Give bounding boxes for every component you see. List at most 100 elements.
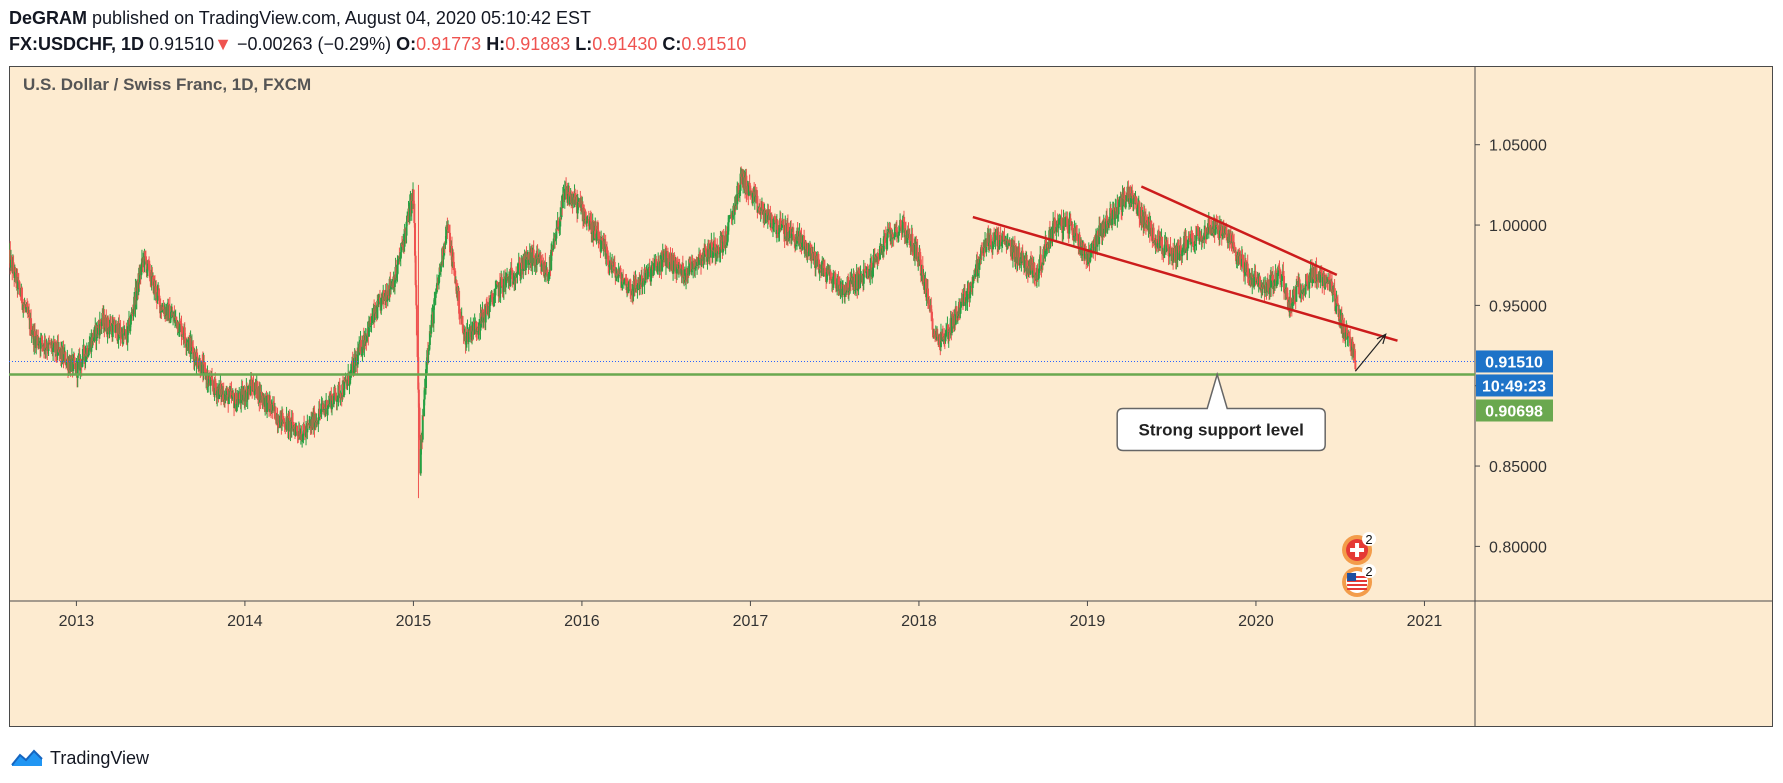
drawings[interactable]: Strong support level xyxy=(9,185,1475,452)
candle-body xyxy=(719,235,722,253)
candle-body xyxy=(47,340,50,351)
candle-body xyxy=(63,354,66,361)
candle-body xyxy=(1277,266,1280,277)
candle-body xyxy=(616,276,619,278)
candle-body xyxy=(1257,283,1260,286)
candle-body xyxy=(510,267,513,271)
upper-trendline[interactable] xyxy=(1140,185,1338,276)
candle-body xyxy=(853,273,856,277)
candle-body xyxy=(845,284,848,293)
candle-body xyxy=(485,306,488,311)
candle-body xyxy=(896,232,899,238)
candle-body xyxy=(954,306,957,325)
candle-body xyxy=(1079,248,1082,253)
candle-body xyxy=(326,408,329,415)
candle-body xyxy=(489,298,492,306)
candle-body xyxy=(1096,230,1099,247)
candle-body xyxy=(943,337,946,340)
candle-body xyxy=(1303,288,1306,293)
time-axis[interactable]: 2013 2014 2015 2016 2017 2018 2019 2020 2021 xyxy=(59,601,1443,630)
candle-body xyxy=(227,396,230,405)
candle-body xyxy=(1319,270,1322,283)
candle-body xyxy=(919,259,922,276)
candle-body xyxy=(563,188,566,200)
tradingview-logo-icon[interactable] xyxy=(10,748,44,768)
candle-body xyxy=(1076,233,1079,238)
candle-body xyxy=(1242,264,1245,273)
candle-body xyxy=(584,213,587,219)
candle-body xyxy=(306,423,309,433)
candle-body xyxy=(1291,297,1294,311)
candle-body xyxy=(778,225,781,233)
swiss-flag-icon[interactable]: 2 xyxy=(1342,532,1377,565)
candle-body xyxy=(1270,274,1273,288)
candle-body xyxy=(1208,218,1211,228)
price-axis[interactable]: 0.800000.850000.900000.950001.000001.050… xyxy=(1475,138,1547,557)
support-callout[interactable]: Strong support level xyxy=(1116,371,1326,452)
candle-body xyxy=(1078,234,1081,253)
price-chart[interactable]: U.S. Dollar / Swiss Franc, 1D, FXCM Stro… xyxy=(9,66,1773,727)
candle-body xyxy=(127,326,130,328)
candle-body xyxy=(454,270,457,284)
open-label: O: xyxy=(396,34,417,54)
candle-body xyxy=(256,381,259,399)
event-markers[interactable]: 22 xyxy=(1342,532,1377,597)
candle-body xyxy=(299,437,302,439)
us-stripe xyxy=(1347,584,1368,586)
candle-body xyxy=(1045,248,1048,250)
candle-body xyxy=(1298,279,1301,298)
candle-body xyxy=(317,420,320,425)
candle-body xyxy=(396,264,399,275)
candle-body xyxy=(416,335,419,358)
forecast-arrow[interactable] xyxy=(1354,333,1387,372)
candle-body xyxy=(609,260,612,265)
author-name[interactable]: DeGRAM xyxy=(9,8,88,28)
candle-body xyxy=(17,279,20,290)
candle-body xyxy=(682,270,685,278)
candle-body xyxy=(856,288,859,290)
candle-body xyxy=(1055,226,1058,232)
candle-body xyxy=(772,224,775,228)
candle-body xyxy=(337,384,340,397)
candle-body xyxy=(1321,277,1324,287)
candle-body xyxy=(358,343,361,355)
candle-body xyxy=(140,266,143,276)
candle-body xyxy=(166,304,169,316)
candle-body xyxy=(158,295,161,299)
candle-body xyxy=(676,265,679,268)
open-value: 0.91773 xyxy=(416,34,482,54)
candle-body xyxy=(671,255,674,273)
candle-body xyxy=(891,234,894,238)
candle-body xyxy=(847,276,850,293)
us-flag-icon[interactable]: 2 xyxy=(1342,564,1377,597)
last-price-badge-bg xyxy=(1476,350,1553,373)
candle-body xyxy=(1186,247,1189,251)
candle-body xyxy=(723,241,726,243)
candle-body xyxy=(625,278,628,291)
candle-body xyxy=(1289,298,1292,312)
tradingview-brand[interactable]: TradingView xyxy=(50,747,150,768)
candle-body xyxy=(408,202,411,221)
candle-body xyxy=(858,270,861,274)
candle-body xyxy=(1260,287,1263,289)
candle-body xyxy=(46,350,49,352)
candle-body xyxy=(911,233,914,252)
candle-body xyxy=(1093,239,1096,253)
lower-trendline[interactable] xyxy=(972,215,1398,342)
candle-body xyxy=(17,279,20,282)
candle-body xyxy=(233,396,236,409)
candle-body xyxy=(1227,236,1230,243)
candle-body xyxy=(423,387,426,400)
candle-body xyxy=(1113,207,1116,220)
y-tick-label: 1.00000 xyxy=(1489,218,1547,235)
candle-body xyxy=(1159,235,1162,249)
candle-body xyxy=(1273,279,1276,286)
candle-body xyxy=(857,270,860,289)
candle-body xyxy=(1188,235,1191,239)
candle-body xyxy=(693,263,696,269)
candle-body xyxy=(1128,198,1131,202)
candle-body xyxy=(389,284,392,290)
candle-body xyxy=(332,396,335,405)
candle-body xyxy=(269,400,272,409)
candle-body xyxy=(476,327,479,332)
